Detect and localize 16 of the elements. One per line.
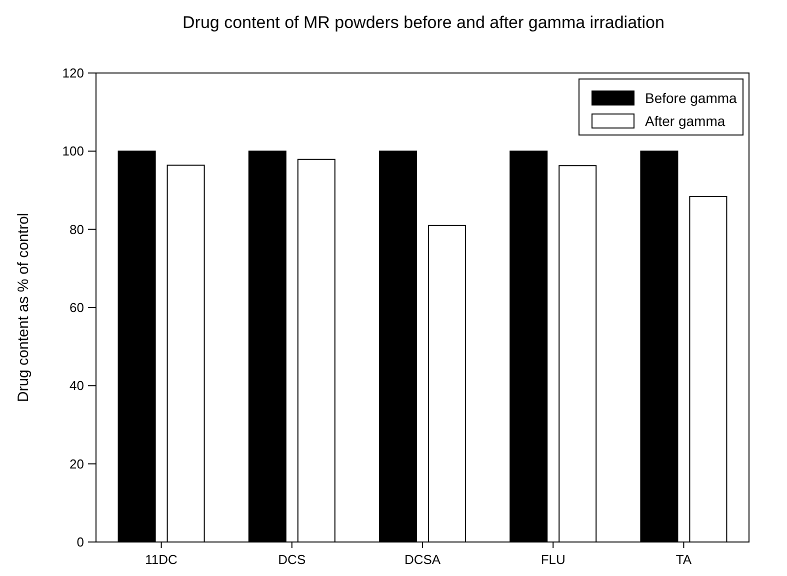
legend-label: After gamma [645,112,726,129]
x-tick-label: DCSA [404,552,441,567]
legend-label: Before gamma [645,90,738,106]
y-tick-label: 120 [62,66,84,81]
y-tick-label: 80 [70,222,84,237]
y-tick-label: 60 [70,300,84,316]
y-tick-label: 20 [70,456,84,472]
x-tick-label: 11DC [145,552,178,567]
y-axis-title: Drug content as % of control [15,212,32,402]
y-tick-label: 40 [70,378,84,394]
chart-title: Drug content of MR powders before and after gamma irradiation [182,13,664,32]
x-tick-label: TA [676,552,692,567]
x-tick-label: DCS [278,552,306,567]
y-tick-label: 0 [76,534,84,550]
x-tick-label: FLU [540,552,566,567]
y-tick-label: 100 [62,144,84,159]
